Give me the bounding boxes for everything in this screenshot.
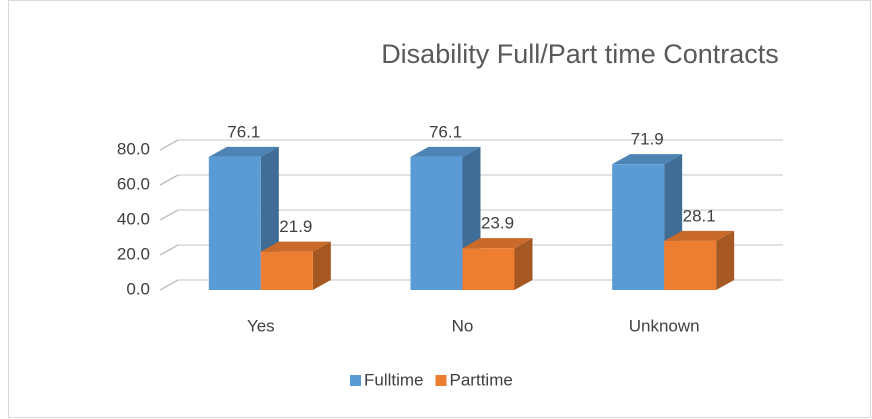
- grid-wall-line: [159, 174, 179, 186]
- data-label: 21.9: [279, 217, 312, 236]
- legend-swatch: [435, 375, 447, 386]
- chart-title: Disability Full/Part time Contracts: [381, 39, 779, 69]
- bar: [260, 251, 313, 290]
- grid-wall-line: [159, 209, 179, 221]
- bar-side: [312, 241, 331, 290]
- legend-label: Fulltime: [364, 370, 424, 389]
- x-tick-label: Yes: [247, 316, 275, 335]
- grid-wall-line: [159, 139, 179, 151]
- bar-top: [260, 241, 331, 252]
- y-tick-label: 60.0: [117, 174, 150, 193]
- legend-label: Parttime: [450, 370, 513, 389]
- bar: [664, 240, 717, 290]
- bar-top: [208, 146, 279, 157]
- data-label: 71.9: [631, 130, 664, 149]
- grid-wall-line: [159, 279, 179, 291]
- bar-side: [514, 238, 533, 290]
- y-tick-label: 0.0: [126, 279, 150, 298]
- bar-top: [664, 230, 735, 241]
- data-label: 76.1: [429, 122, 462, 141]
- bar: [410, 156, 463, 290]
- bar: [208, 156, 261, 290]
- bar: [462, 248, 515, 290]
- bar-top: [462, 238, 533, 249]
- data-label: 23.9: [481, 214, 514, 233]
- x-tick-label: Unknown: [629, 316, 700, 335]
- bar-top: [612, 154, 683, 165]
- y-tick-label: 20.0: [117, 244, 150, 263]
- y-tick-label: 80.0: [117, 139, 150, 158]
- bar: [612, 164, 665, 290]
- x-tick-label: No: [452, 316, 474, 335]
- data-label: 28.1: [683, 206, 716, 225]
- grid-wall-line: [159, 244, 179, 256]
- bars: [208, 146, 735, 290]
- legend-swatch: [350, 375, 361, 386]
- data-label: 76.1: [227, 122, 260, 141]
- bar-top: [410, 146, 481, 157]
- bar-side: [716, 230, 735, 290]
- y-tick-label: 40.0: [117, 209, 150, 228]
